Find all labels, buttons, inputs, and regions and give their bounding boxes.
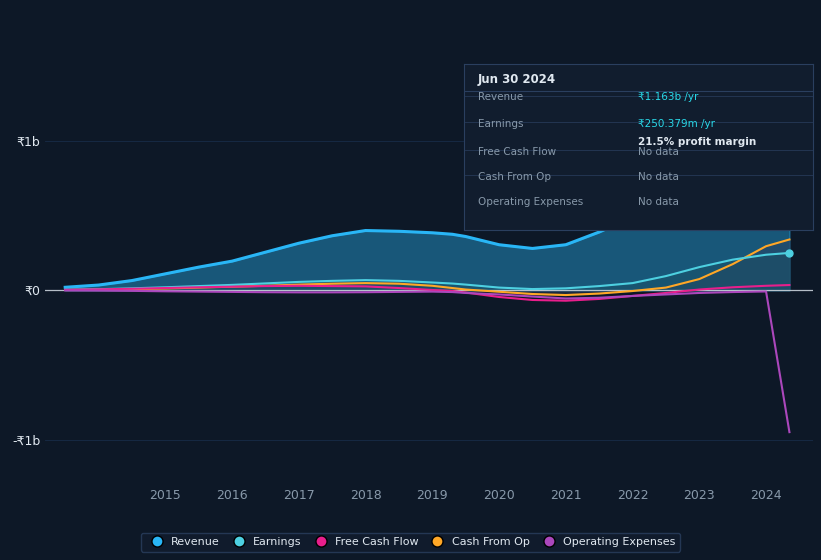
- Text: No data: No data: [639, 172, 679, 182]
- Text: No data: No data: [639, 197, 679, 207]
- Text: Free Cash Flow: Free Cash Flow: [478, 147, 556, 157]
- Text: Cash From Op: Cash From Op: [478, 172, 551, 182]
- Text: ₹250.379m /yr: ₹250.379m /yr: [639, 119, 715, 129]
- Text: Revenue: Revenue: [478, 92, 523, 102]
- Text: No data: No data: [639, 147, 679, 157]
- Text: Operating Expenses: Operating Expenses: [478, 197, 583, 207]
- Text: Earnings: Earnings: [478, 119, 523, 129]
- Text: ₹1.163b /yr: ₹1.163b /yr: [639, 92, 699, 102]
- Text: Jun 30 2024: Jun 30 2024: [478, 73, 556, 86]
- Legend: Revenue, Earnings, Free Cash Flow, Cash From Op, Operating Expenses: Revenue, Earnings, Free Cash Flow, Cash …: [141, 533, 680, 552]
- Text: 21.5% profit margin: 21.5% profit margin: [639, 137, 757, 147]
